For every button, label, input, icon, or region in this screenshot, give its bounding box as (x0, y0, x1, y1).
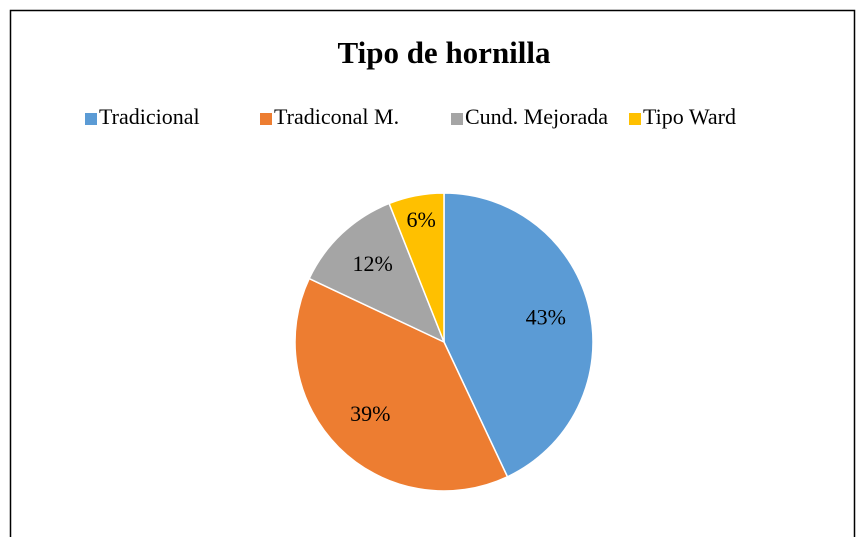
legend-swatch (85, 113, 97, 125)
chart-title: Tipo de hornilla (337, 35, 551, 70)
pie-slice (443, 192, 594, 478)
data-label: 39% (350, 401, 390, 426)
data-label: 43% (526, 304, 566, 329)
legend-label: Tradicional (99, 104, 200, 129)
legend-label: Tradiconal M. (274, 104, 399, 129)
legend-swatch (451, 113, 463, 125)
legend-label: Tipo Ward (643, 104, 736, 129)
legend-swatch (260, 113, 272, 125)
chart-frame (9, 9, 856, 537)
legend-swatch (629, 113, 641, 125)
pie-slice (308, 202, 446, 344)
pie-slice (388, 192, 445, 343)
pie-slice (294, 277, 509, 492)
data-label: 6% (406, 207, 435, 232)
data-label: 12% (352, 251, 392, 276)
legend-label: Cund. Mejorada (465, 104, 608, 129)
